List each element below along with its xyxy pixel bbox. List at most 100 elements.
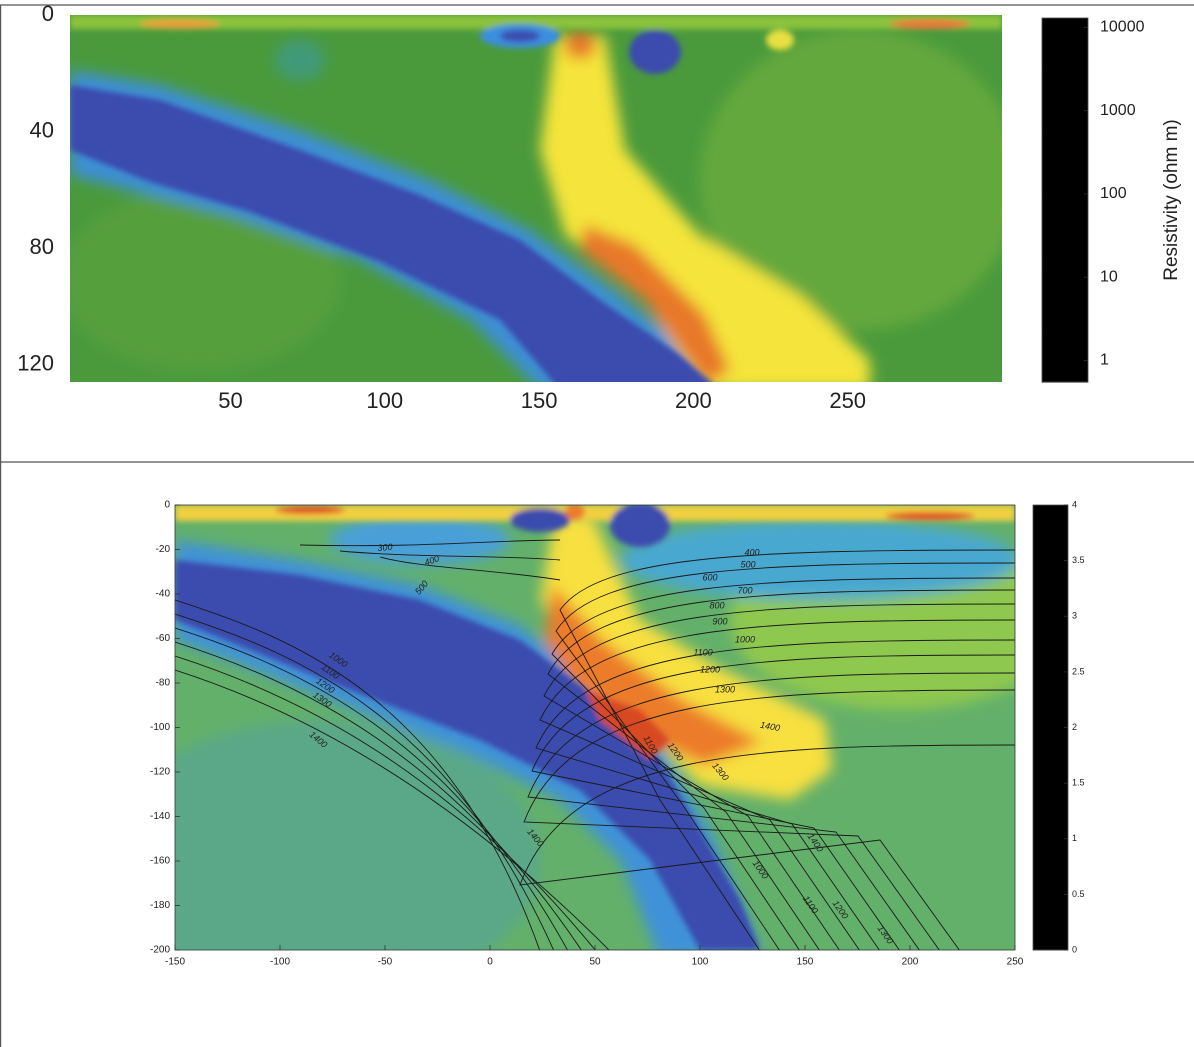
- colorbar-band: [1041, 227, 1089, 238]
- colorbar-band: [1041, 145, 1089, 156]
- colorbar-tick-label: 1: [1100, 352, 1109, 369]
- colorbar-tick-label: 2: [1072, 722, 1077, 732]
- colorbar-band: [1041, 72, 1089, 83]
- contour-line: [547, 589, 1015, 950]
- colorbar-band: [1033, 532, 1068, 541]
- colorbar-band: [1041, 126, 1089, 138]
- colorbar-band: [1041, 44, 1089, 56]
- field: [175, 560, 760, 950]
- colorbar-band: [1033, 595, 1068, 603]
- colorbar-band: [1033, 644, 1068, 652]
- colorbar-band: [1041, 254, 1089, 265]
- colorbar-band: [1041, 81, 1089, 92]
- colorbar-band: [1033, 581, 1068, 589]
- colorbar-band: [1033, 699, 1068, 708]
- colorbar-band: [1033, 755, 1068, 763]
- contour-label: 600: [702, 572, 717, 582]
- colorbar-band: [1033, 734, 1068, 742]
- field-shapes: [70, 15, 1002, 382]
- contour-line: [299, 539, 561, 547]
- colorbar-band: [1033, 741, 1068, 749]
- colorbar-band: [1041, 345, 1089, 356]
- colorbar-band: [1033, 678, 1068, 687]
- y-tick-label: 120: [17, 350, 54, 375]
- colorbar-band: [1041, 181, 1089, 192]
- colorbar-band: [1033, 943, 1068, 951]
- colorbar-band: [1033, 873, 1068, 881]
- colorbar-band: [1033, 845, 1068, 854]
- colorbar-band: [1033, 539, 1068, 548]
- colorbar-band: [1041, 354, 1089, 365]
- field: [610, 505, 670, 547]
- field: [565, 505, 585, 520]
- colorbar-band: [1041, 245, 1089, 256]
- colorbar-band: [1033, 630, 1068, 638]
- colorbar-band: [1041, 199, 1089, 210]
- colorbar-band: [1041, 363, 1089, 374]
- field: [140, 19, 220, 29]
- colorbar-tick-label: 0: [1072, 944, 1077, 954]
- y-tick-label: -180: [150, 900, 170, 911]
- contour-line: [175, 669, 610, 950]
- colorbar-band: [1041, 190, 1089, 201]
- colorbar-band: [1033, 560, 1068, 569]
- x-tick-label: 200: [902, 957, 919, 968]
- colorbar-band: [1041, 172, 1089, 183]
- colorbar-band: [1033, 887, 1068, 895]
- colorbar-band: [1033, 859, 1068, 868]
- field-shapes: [175, 505, 1015, 950]
- colorbar-band: [1033, 824, 1068, 833]
- contour-label: 700: [737, 585, 752, 595]
- contour-label: 300: [377, 542, 393, 553]
- x-tick-label: 250: [1007, 957, 1024, 968]
- contour-label: 1400: [759, 720, 780, 733]
- colorbar-band: [1041, 336, 1089, 347]
- y-tick-label: -120: [150, 767, 170, 778]
- contour-label: 400: [744, 547, 759, 557]
- colorbar-band: [1033, 720, 1068, 728]
- colorbar-band: [1041, 26, 1089, 38]
- contour-line: [539, 619, 1015, 950]
- contour-label: 1300: [715, 684, 735, 694]
- colorbar-band: [1041, 217, 1089, 229]
- field: [766, 30, 794, 50]
- colorbar-band: [1033, 651, 1068, 659]
- field: [585, 690, 670, 760]
- colorbar-label: Resistivity (ohm m): [1161, 119, 1182, 281]
- colorbar-band: [1041, 163, 1089, 174]
- colorbar-band: [1033, 706, 1068, 715]
- colorbar-band: [1033, 790, 1068, 798]
- colorbar-band: [1033, 838, 1068, 847]
- y-tick-label: -80: [156, 678, 171, 689]
- colorbar-band: [1033, 588, 1068, 596]
- x-tick-label: 50: [589, 957, 601, 968]
- colorbar-band: [1033, 762, 1068, 770]
- contour-line: [175, 641, 582, 950]
- colorbar-band: [1033, 880, 1068, 888]
- colorbar-tick-label: 10: [1100, 268, 1118, 285]
- colorbar-band: [1033, 574, 1068, 582]
- colorbar-band: [1041, 308, 1089, 320]
- colorbar-band: [1041, 272, 1089, 283]
- x-tick-label: 100: [366, 388, 403, 413]
- x-tick-label: 150: [521, 388, 558, 413]
- field: [885, 512, 975, 520]
- colorbar-band: [1041, 208, 1089, 220]
- colorbar-tick-label: 1.5: [1072, 778, 1085, 788]
- colorbar-tick-label: 3.5: [1072, 555, 1085, 565]
- colorbar-tick-label: 1000: [1100, 102, 1136, 119]
- contour-label: 900: [712, 616, 727, 626]
- colorbar-band: [1033, 546, 1068, 555]
- colorbar-band: [1033, 518, 1068, 527]
- field: [70, 190, 340, 370]
- colorbar-band: [1041, 372, 1089, 383]
- y-tick-label: -40: [156, 589, 171, 600]
- field: [275, 40, 325, 80]
- colorbar-band: [1033, 817, 1068, 826]
- y-tick-label: -140: [150, 811, 170, 822]
- colorbar-band: [1041, 63, 1089, 74]
- colorbar-band: [1041, 35, 1089, 47]
- x-tick-label: -100: [270, 957, 290, 968]
- colorbar-tick-label: 1: [1072, 833, 1077, 843]
